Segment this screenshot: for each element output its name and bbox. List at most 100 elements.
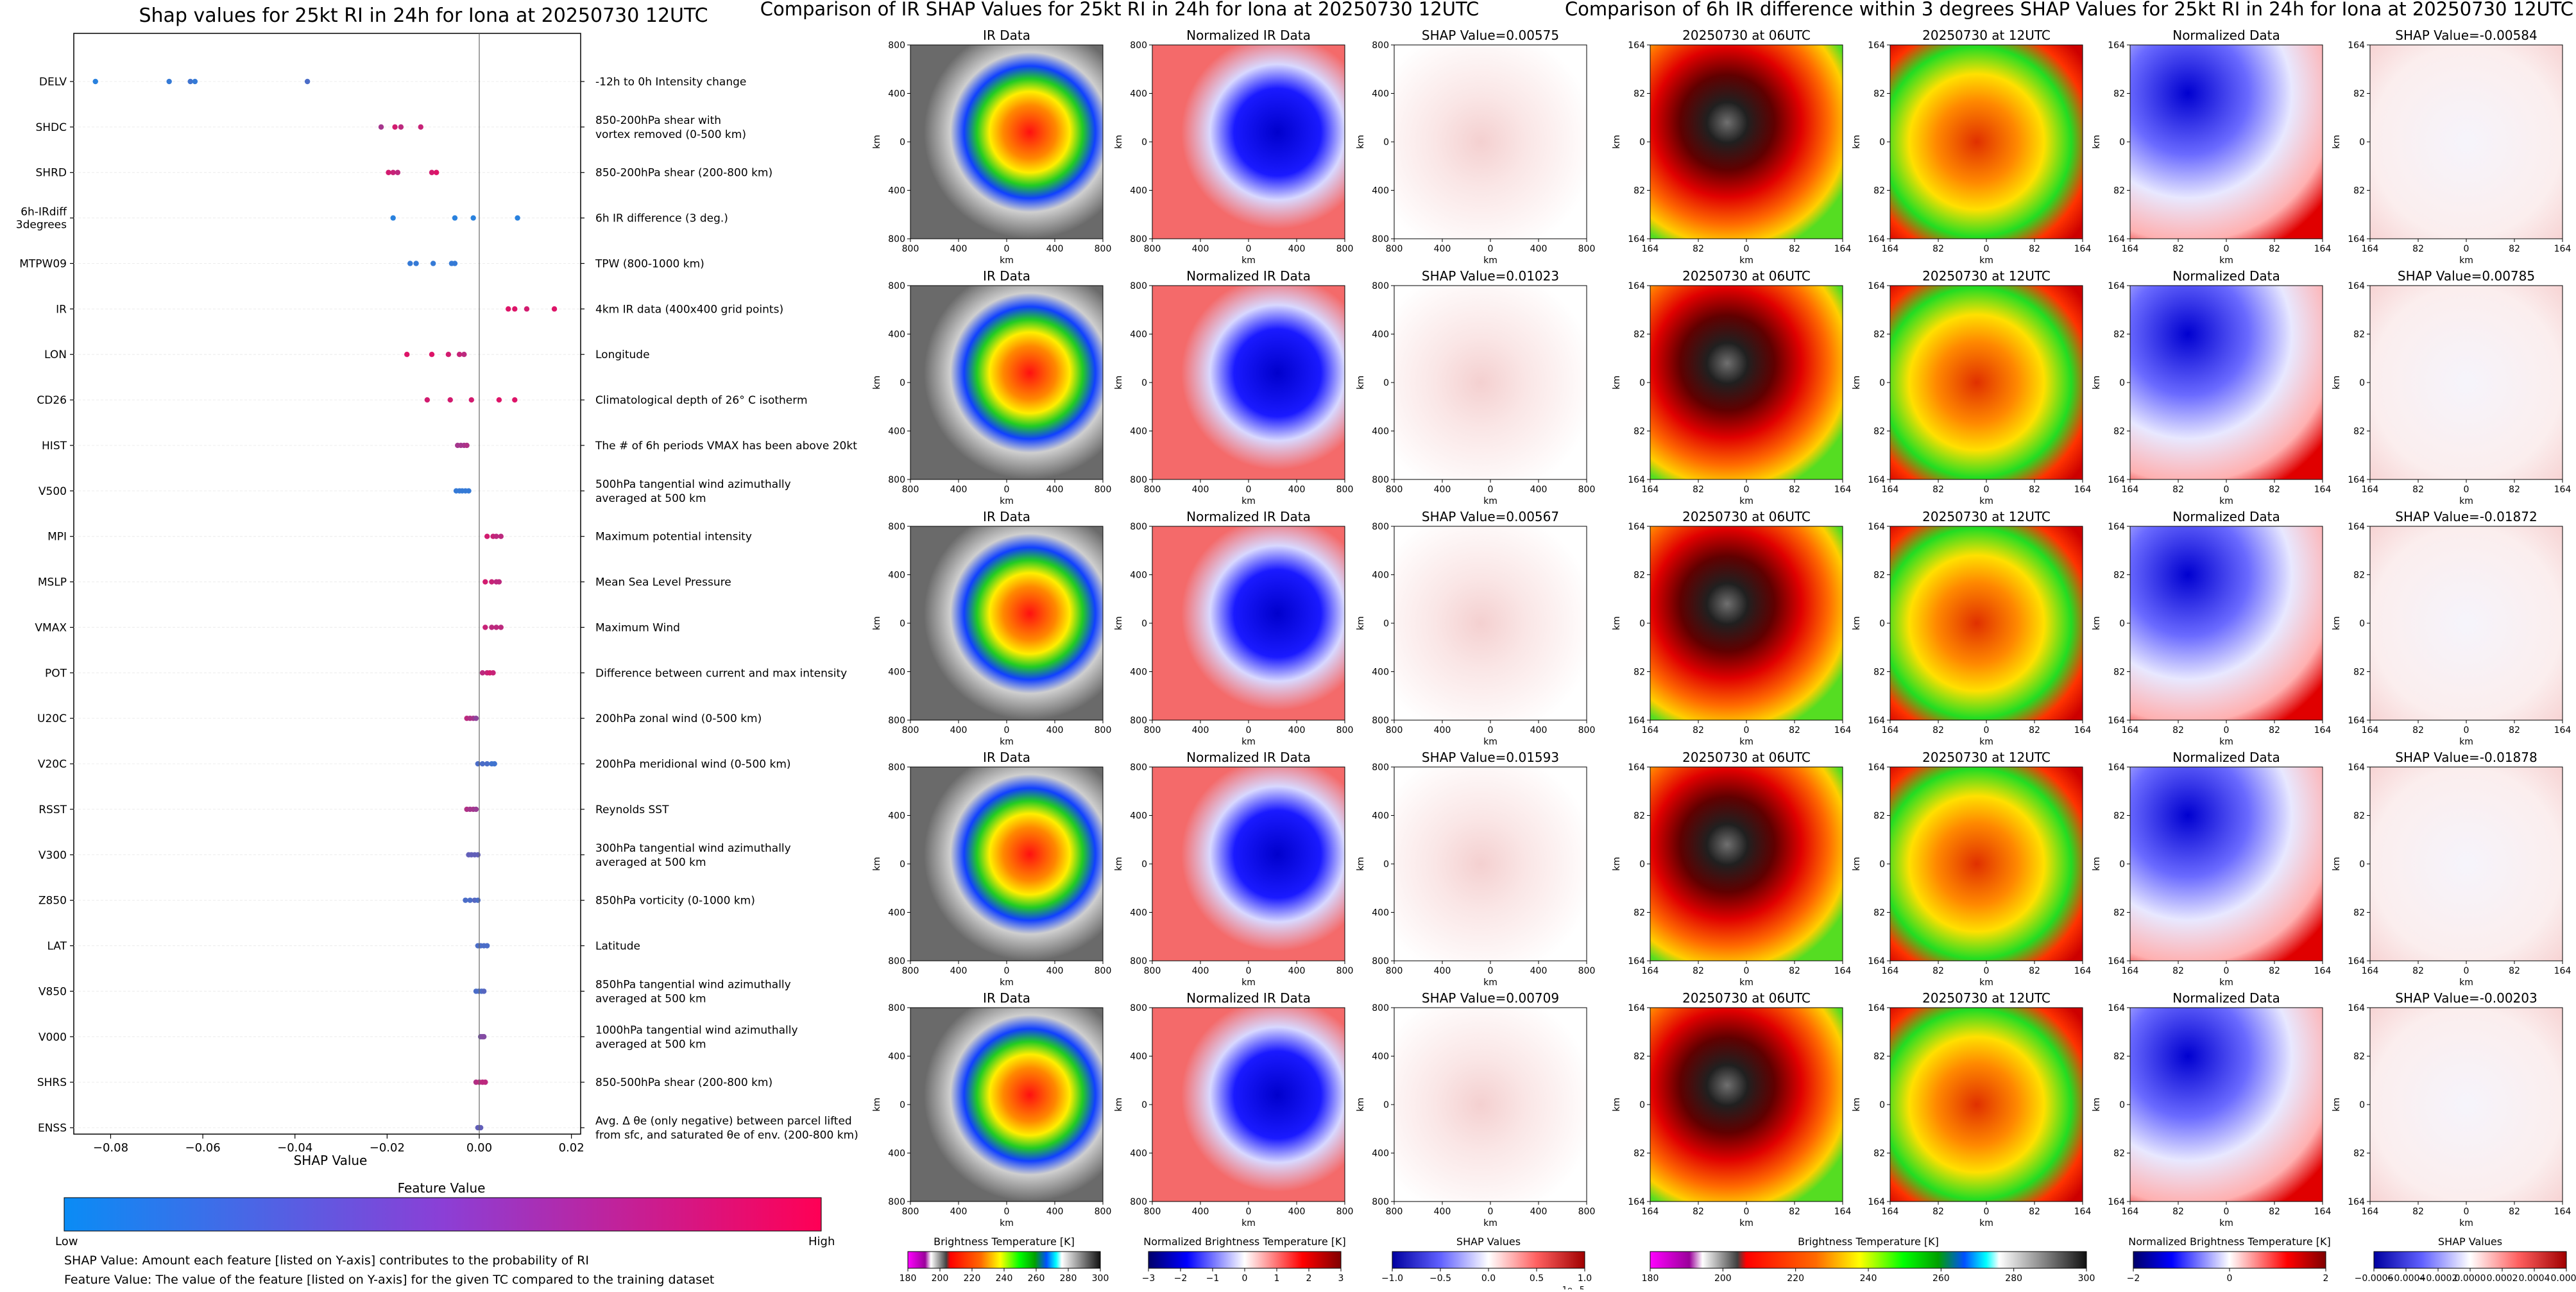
map-y-tick-label: 164	[1868, 956, 1885, 967]
map-y-tick-label: 82	[1633, 1052, 1645, 1062]
feature-name-line: MSLP	[38, 576, 67, 589]
map-y-tick-label: 82	[2113, 186, 2125, 196]
map-x-tick-label: 800	[1144, 725, 1161, 736]
map-y-axis-label: km	[2332, 375, 2342, 390]
map-y-axis-label: km	[2332, 135, 2342, 149]
shap-point	[379, 125, 384, 130]
map-x-tick-label: 164	[2314, 725, 2332, 736]
map-y-axis-label: km	[1612, 857, 1622, 871]
feature-name-line: SHDC	[35, 121, 67, 134]
colorbar-tick-label: 220	[964, 1273, 981, 1284]
map-x-tick-label: 82	[1693, 1207, 1704, 1217]
map-x-tick-label: 400	[1288, 244, 1306, 254]
feature-description-line: averaged at 500 km	[595, 1038, 706, 1051]
map-x-tick-label: 82	[2172, 485, 2184, 495]
map-image	[2370, 286, 2563, 479]
map-x-tick-label: 400	[950, 244, 968, 254]
map-image	[1152, 45, 1345, 239]
shap-point	[506, 306, 511, 311]
map-x-tick-label: 82	[1693, 966, 1704, 976]
feature-name-line: RSST	[38, 804, 67, 816]
map-y-tick-label: 800	[888, 1197, 905, 1207]
colorbar-tick-label: 0.0000	[2455, 1273, 2486, 1284]
map-title: 20250730 at 12UTC	[1922, 268, 2051, 284]
map-y-tick-label: 0	[1879, 137, 1885, 148]
map-title: IR Data	[983, 509, 1030, 524]
map-x-tick-label: 0	[1004, 725, 1010, 736]
map-x-tick-label: 800	[1095, 966, 1112, 976]
ir-diff-map-cell: Normalized Data1641648282008282164164kmk…	[2092, 990, 2331, 1228]
feature-description: 850-200hPa shear (200-800 km)	[595, 167, 772, 180]
map-image	[1152, 767, 1345, 961]
shap-plot-frame	[74, 33, 581, 1134]
shap-point	[499, 533, 504, 538]
map-x-tick-label: 800	[1336, 1207, 1354, 1217]
shap-point	[464, 443, 469, 448]
map-y-tick-label: 400	[1130, 668, 1147, 678]
map-x-tick-label: 400	[1530, 485, 1548, 495]
map-y-tick-label: 164	[1868, 716, 1885, 726]
feature-description-line: -12h to 0h Intensity change	[595, 76, 746, 89]
map-y-tick-label: 164	[1628, 40, 1645, 51]
colorbar-tick-label: 280	[2005, 1273, 2022, 1284]
shap-point	[524, 306, 529, 311]
map-title: 20250730 at 12UTC	[1922, 509, 2051, 524]
map-x-tick-label: 800	[902, 725, 919, 736]
map-y-tick-label: 82	[1873, 571, 1885, 581]
map-x-axis-label: km	[1483, 978, 1497, 988]
map-x-axis-label: km	[1979, 978, 1993, 988]
map-image	[1650, 526, 1843, 720]
map-x-tick-label: 800	[1336, 725, 1354, 736]
map-title: Normalized Data	[2172, 268, 2280, 284]
map-y-tick-label: 82	[2353, 427, 2365, 437]
map-y-tick-label: 800	[1130, 956, 1147, 967]
colorbar-tick-label: 300	[2078, 1273, 2095, 1284]
colorbar-tick-label: 0.5	[1530, 1273, 1544, 1284]
map-x-tick-label: 800	[1144, 966, 1161, 976]
feature-name-line: SHRD	[36, 167, 67, 180]
x-tick-label: −0.02	[370, 1141, 405, 1155]
map-y-axis-label: km	[1114, 1098, 1124, 1112]
map-x-tick-label: 164	[1882, 1207, 1899, 1217]
map-x-tick-label: 0	[1984, 1207, 1990, 1217]
feature-colorbar-title: Feature Value	[398, 1180, 486, 1196]
map-y-axis-label: km	[872, 1098, 882, 1112]
map-y-tick-label: 0	[1383, 859, 1389, 870]
map-y-tick-label: 0	[900, 859, 905, 870]
map-image	[1890, 767, 2083, 961]
map-y-tick-label: 82	[1873, 908, 1885, 918]
colorbar-tick-label: 0.0006	[2551, 1273, 2576, 1284]
map-x-tick-label: 800	[902, 485, 919, 495]
feature-description: Reynolds SST	[595, 804, 669, 816]
feature-name: SHDC	[35, 121, 67, 134]
map-x-tick-label: 164	[1882, 966, 1899, 976]
map-y-axis-label: km	[1114, 375, 1124, 390]
map-y-tick-label: 82	[1633, 427, 1645, 437]
map-image	[1152, 1008, 1345, 1202]
map-title: SHAP Value=0.00709	[1422, 990, 1559, 1006]
map-x-axis-label: km	[2459, 737, 2473, 747]
map-y-tick-label: 164	[2348, 234, 2365, 245]
map-x-tick-label: 800	[1578, 966, 1596, 976]
map-x-tick-label: 82	[2172, 725, 2184, 736]
map-y-tick-label: 164	[1868, 1003, 1885, 1013]
map-y-tick-label: 82	[2353, 571, 2365, 581]
ir-diff-map-cell: SHAP Value=0.007851641648282008282164164…	[2332, 268, 2571, 506]
shap-point	[429, 170, 434, 175]
map-x-tick-label: 0	[1246, 966, 1252, 976]
map-y-tick-label: 400	[1372, 668, 1389, 678]
map-x-tick-label: 0	[2224, 485, 2230, 495]
map-x-tick-label: 164	[2362, 244, 2379, 254]
map-x-tick-label: 164	[2554, 725, 2572, 736]
feature-name: Z850	[38, 895, 67, 908]
feature-description: TPW (800-1000 km)	[595, 257, 704, 270]
map-y-tick-label: 82	[2353, 186, 2365, 196]
shap-point	[481, 988, 486, 994]
map-y-axis-label: km	[1852, 616, 1862, 630]
map-x-tick-label: 400	[950, 725, 968, 736]
feature-description: Longitude	[595, 349, 650, 361]
map-x-tick-label: 0	[2464, 966, 2469, 976]
map-y-tick-label: 400	[1130, 186, 1147, 196]
map-x-tick-label: 0	[2464, 725, 2469, 736]
